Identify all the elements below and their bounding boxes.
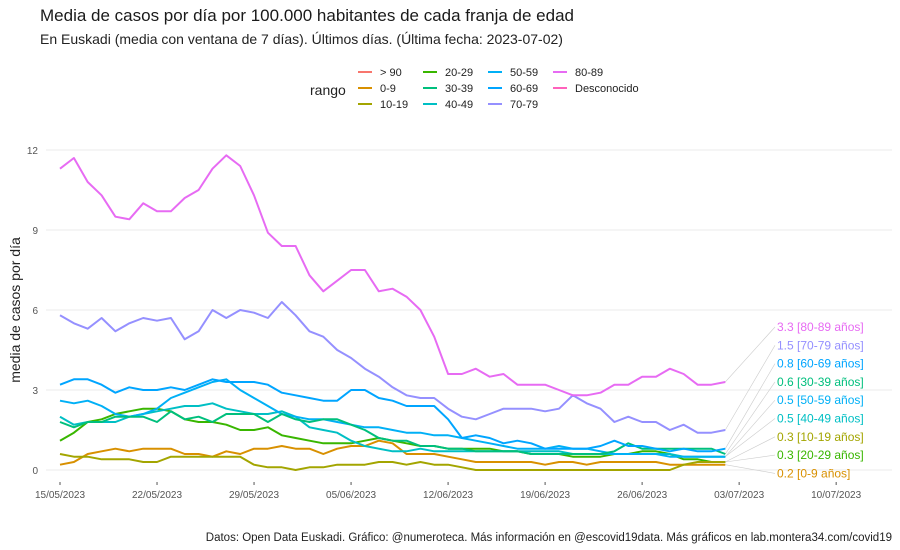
chart-subtitle: En Euskadi (media con ventana de 7 días)…: [40, 31, 563, 47]
legend-item: 50-59: [488, 65, 538, 81]
x-tick-label: 03/07/2023: [714, 490, 764, 501]
y-axis-label: media de casos por día: [7, 237, 23, 383]
x-tick-label: 29/05/2023: [229, 490, 279, 501]
end-label-connector: [725, 381, 776, 455]
legend-label: 10-19: [380, 99, 409, 111]
x-tick-label: 26/06/2023: [617, 490, 667, 501]
y-tick-label: 12: [27, 146, 39, 157]
legend-item: 40-49: [423, 97, 473, 113]
series-line-0-9: [59, 439, 726, 466]
chart-title: Media de casos por día por 100.000 habit…: [40, 6, 574, 25]
x-tick-label: 12/06/2023: [423, 490, 473, 501]
legend-item: 60-69: [488, 81, 538, 97]
caption: Datos: Open Data Euskadi. Gráfico: @nume…: [205, 532, 892, 544]
legend-item: 70-79: [488, 97, 538, 113]
x-tick-label: 19/06/2023: [520, 490, 570, 501]
x-tick-label: 10/07/2023: [811, 490, 861, 501]
legend-swatch: [488, 103, 502, 106]
x-axis: 15/05/2023 22/05/2023 29/05/2023 05/06/2023…: [35, 482, 862, 501]
legend-swatch: [553, 71, 567, 74]
end-label-80-89: 3.3 [80-89 años]: [777, 320, 864, 334]
legend-item: 80-89: [553, 65, 603, 81]
legend-swatch: [358, 87, 372, 90]
legend-label: > 90: [380, 67, 402, 79]
y-tick-label: 3: [32, 386, 38, 397]
end-label-40-49: 0.5 [40-49 años]: [777, 412, 864, 426]
end-label-connector: [725, 454, 776, 463]
legend-swatch: [423, 87, 437, 90]
end-label-20-29: 0.3 [20-29 años]: [777, 448, 864, 462]
legend-label: 60-69: [510, 83, 539, 95]
legend-item: Desconocido: [553, 81, 639, 97]
x-tick-label: 15/05/2023: [35, 490, 85, 501]
legend-swatch: [423, 71, 437, 74]
legend-label: 80-89: [575, 67, 604, 79]
series-line-50-59: [59, 378, 726, 458]
series-line-10-19: [59, 453, 726, 471]
legend-swatch: [488, 87, 502, 90]
y-tick-label: 6: [32, 306, 38, 317]
series-line-60-69: [59, 378, 726, 453]
series-line-80-89: [59, 154, 726, 397]
end-label-connector: [725, 326, 776, 383]
legend-swatch: [488, 71, 502, 74]
legend-item: > 90: [358, 65, 402, 81]
end-label-10-19: 0.3 [10-19 años]: [777, 430, 864, 444]
legend-item: 0-9: [358, 81, 396, 97]
legend-title: rango: [310, 82, 346, 98]
end-label-60-69: 0.8 [60-69 años]: [777, 357, 864, 371]
end-label-connector: [725, 436, 776, 463]
end-labels: 3.3 [80-89 años] 1.5 [70-79 años] 0.8 [60-…: [777, 320, 864, 480]
end-label-connectors: [725, 326, 776, 474]
grid: [46, 149, 892, 471]
legend-swatch: [553, 87, 567, 90]
legend-item: 10-19: [358, 97, 408, 113]
end-label-70-79: 1.5 [70-79 años]: [777, 338, 864, 352]
x-tick-label: 05/06/2023: [326, 490, 376, 501]
y-tick-label: 0: [32, 466, 38, 477]
series-line-70-79: [59, 301, 726, 434]
end-label-connector: [725, 464, 776, 474]
legend-label: 0-9: [380, 83, 396, 95]
y-tick-label: 9: [32, 226, 38, 237]
legend-item: 30-39: [423, 81, 473, 97]
end-label-0-9: 0.2 [0-9 años]: [777, 466, 850, 480]
series-lines: [59, 154, 726, 471]
legend-label: 40-49: [445, 99, 474, 111]
legend-label: Desconocido: [575, 83, 639, 95]
legend-swatch: [358, 103, 372, 106]
y-axis: 0 3 6 9 12: [27, 146, 39, 477]
legend-label: 70-79: [510, 99, 539, 111]
x-tick-label: 22/05/2023: [132, 490, 182, 501]
end-label-30-39: 0.6 [30-39 años]: [777, 375, 864, 389]
end-label-connector: [725, 400, 776, 457]
legend-swatch: [423, 103, 437, 106]
series-line-30-39: [59, 410, 726, 455]
legend-swatch: [358, 71, 372, 74]
end-label-50-59: 0.5 [50-59 años]: [777, 393, 864, 407]
legend-item: 20-29: [423, 65, 473, 81]
legend-label: 30-39: [445, 83, 474, 95]
legend-label: 50-59: [510, 67, 539, 79]
end-label-connector: [725, 345, 776, 431]
end-label-connector: [725, 363, 776, 449]
legend-label: 20-29: [445, 67, 474, 79]
end-label-connector: [725, 418, 776, 457]
